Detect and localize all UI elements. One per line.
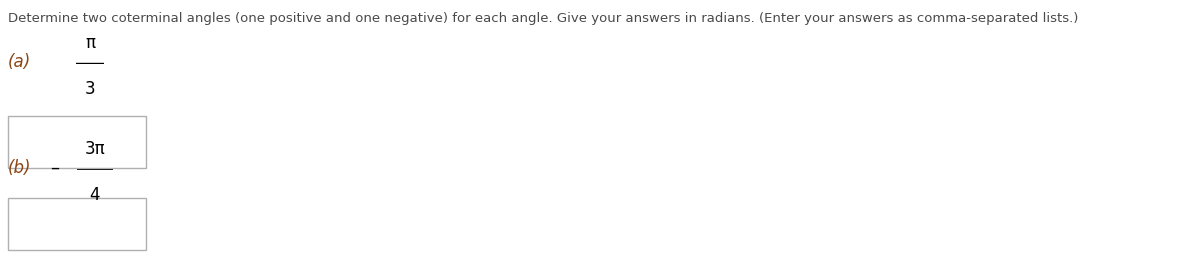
Text: –: – [50,159,60,177]
Text: Determine two coterminal angles (one positive and one negative) for each angle. : Determine two coterminal angles (one pos… [8,12,1079,25]
Text: 3π: 3π [85,140,106,158]
Text: π: π [85,34,95,52]
Text: 3: 3 [85,80,95,98]
Text: (a): (a) [8,53,31,71]
Text: (b): (b) [8,159,31,177]
Text: 4: 4 [90,186,101,204]
